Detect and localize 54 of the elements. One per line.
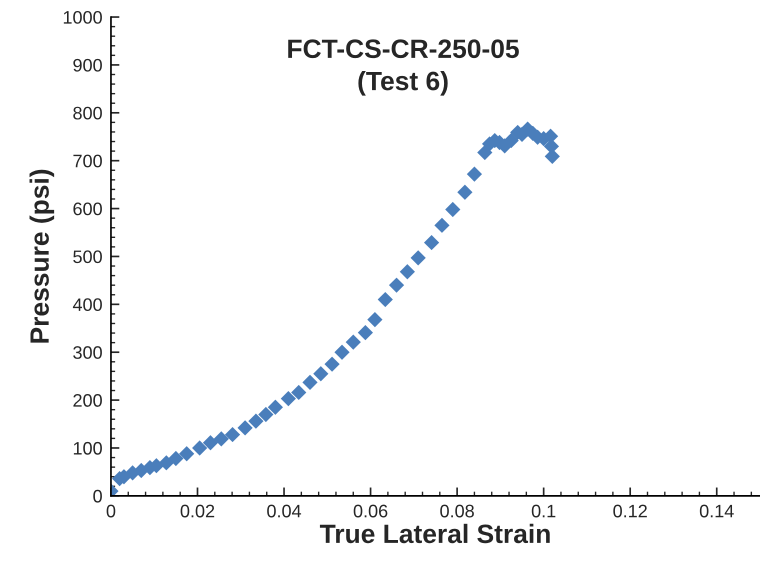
y-axis-title: Pressure (psi) xyxy=(30,170,54,343)
y-tick-label: 400 xyxy=(72,298,102,312)
point xyxy=(324,356,340,372)
y-tick-label: 800 xyxy=(73,106,102,120)
point xyxy=(280,391,296,406)
point xyxy=(168,450,184,466)
y-tick-label: 300 xyxy=(73,346,102,359)
point xyxy=(214,431,229,446)
point xyxy=(410,250,426,266)
point xyxy=(477,144,492,160)
point xyxy=(388,278,404,293)
point xyxy=(224,426,240,442)
point xyxy=(445,202,460,218)
y-tick-label: 0 xyxy=(93,490,102,503)
x-axis-title: True Lateral Strain xyxy=(320,524,550,544)
point xyxy=(400,264,415,280)
y-tick-label: 700 xyxy=(73,154,102,168)
point xyxy=(248,414,264,429)
point xyxy=(302,374,318,390)
point xyxy=(424,234,440,250)
x-tick-label: 0 xyxy=(106,504,116,518)
point xyxy=(367,312,383,328)
y-tick-label: 200 xyxy=(73,394,102,407)
x-tick-label: 0.06 xyxy=(354,504,388,518)
x-tick-label: 0.02 xyxy=(180,504,214,518)
point xyxy=(334,344,350,360)
point xyxy=(313,366,328,382)
y-tick-label: 100 xyxy=(74,442,102,455)
point xyxy=(544,148,560,164)
point xyxy=(202,435,218,450)
x-tick-label: 0.12 xyxy=(613,504,647,518)
y-tick-label: 1000 xyxy=(64,10,102,24)
point xyxy=(457,184,473,200)
point xyxy=(179,446,194,462)
point xyxy=(237,420,253,436)
text: FCT-CS-CR-250-05 (Test 6) xyxy=(288,39,519,96)
x-tick-label: 0.1 xyxy=(532,504,556,518)
point xyxy=(466,166,482,182)
point xyxy=(291,384,306,400)
point xyxy=(358,324,373,340)
x-tick-label: 0.14 xyxy=(700,504,734,518)
point xyxy=(158,455,174,470)
point xyxy=(268,400,283,415)
point xyxy=(346,334,361,350)
y-tick-label: 600 xyxy=(73,202,102,216)
x-tick-label: 0.08 xyxy=(440,504,474,518)
point xyxy=(192,440,208,456)
y-tick-label: 500 xyxy=(73,250,102,264)
point xyxy=(378,292,393,308)
point xyxy=(258,406,274,422)
y-tick-label: 900 xyxy=(73,58,102,72)
point xyxy=(504,132,519,148)
point xyxy=(434,218,450,233)
x-tick-label: 0.04 xyxy=(267,504,302,518)
